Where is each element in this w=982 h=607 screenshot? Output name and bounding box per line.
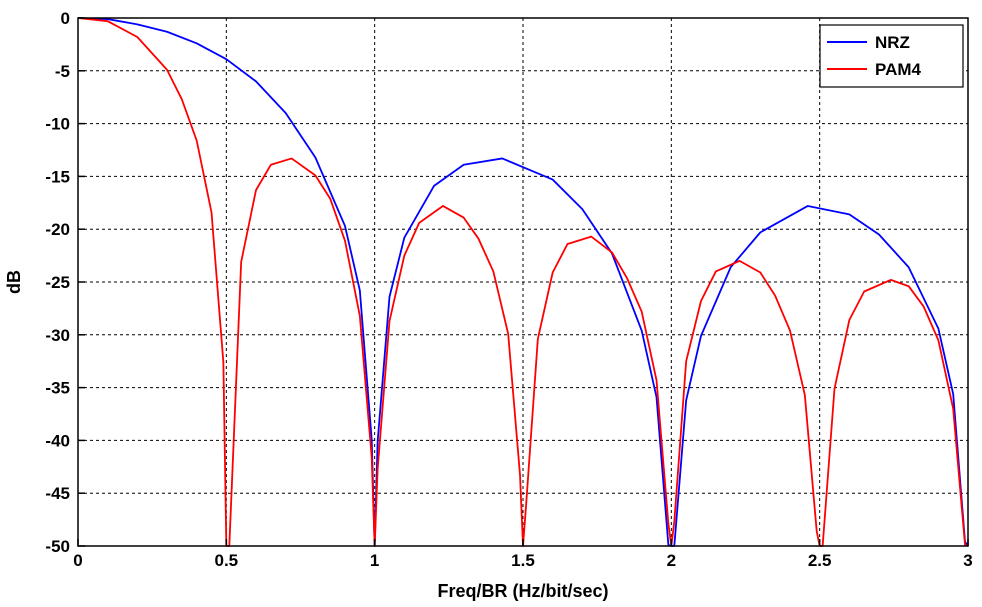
y-tick-label: -25 — [45, 273, 70, 292]
x-axis-label: Freq/BR (Hz/bit/sec) — [437, 581, 608, 601]
legend-label-nrz: NRZ — [875, 33, 910, 52]
y-axis-label: dB — [4, 270, 24, 294]
legend: NRZ PAM4 — [819, 24, 964, 88]
x-tick-label: 1 — [370, 551, 379, 570]
x-tick-label: 3 — [963, 551, 972, 570]
y-tick-label: -35 — [45, 379, 70, 398]
x-tick-label: 0 — [73, 551, 82, 570]
y-tick-label: -30 — [45, 326, 70, 345]
x-tick-label: 2 — [667, 551, 676, 570]
y-tick-label: -15 — [45, 167, 70, 186]
legend-label-pam4: PAM4 — [875, 60, 922, 79]
x-axis-ticks: 0 0.5 1 1.5 2 2.5 3 — [73, 539, 973, 570]
y-tick-label: -40 — [45, 431, 70, 450]
y-tick-label: -45 — [45, 484, 70, 503]
y-axis-ticks: 0 -5 -10 -15 -20 -25 -30 -35 -40 -45 -50 — [45, 9, 85, 556]
x-tick-label: 2.5 — [808, 551, 832, 570]
y-tick-label: -50 — [45, 537, 70, 556]
y-tick-label: -10 — [45, 115, 70, 134]
legend-box — [819, 24, 964, 88]
x-tick-label: 1.5 — [511, 551, 535, 570]
y-tick-label: -5 — [55, 62, 70, 81]
grid — [78, 18, 968, 546]
y-tick-label: -20 — [45, 220, 70, 239]
series-line-nrz — [77, 17, 969, 547]
y-tick-label: 0 — [61, 9, 70, 28]
x-tick-label: 0.5 — [215, 551, 239, 570]
